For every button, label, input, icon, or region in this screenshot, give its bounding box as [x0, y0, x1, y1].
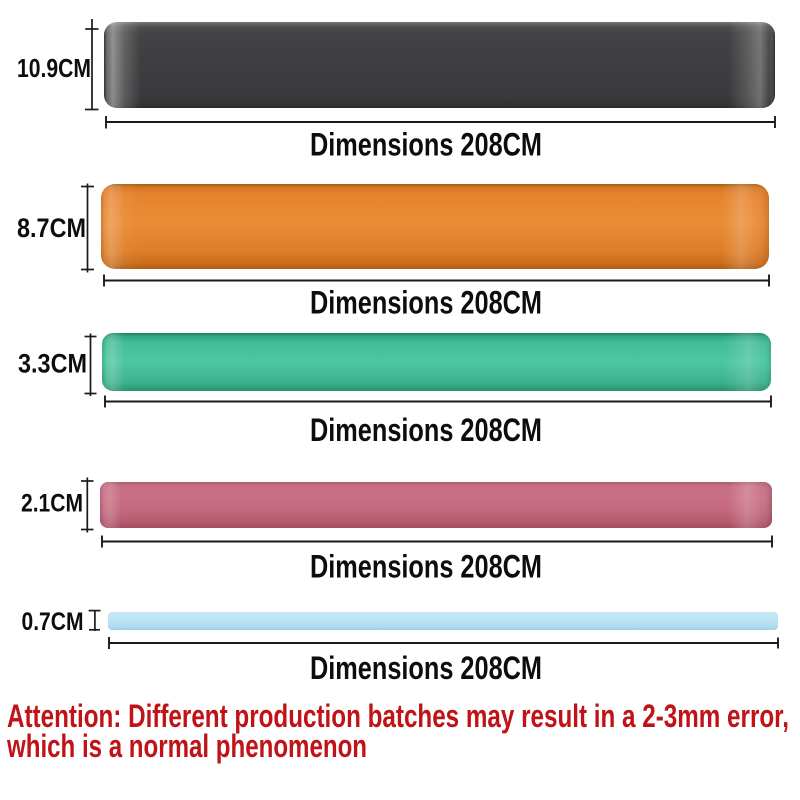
svg-text:3.3CM: 3.3CM	[18, 349, 87, 379]
svg-text:10.9CM: 10.9CM	[17, 53, 91, 83]
svg-text:Dimensions 208CM: Dimensions 208CM	[310, 285, 542, 321]
svg-text:8.7CM: 8.7CM	[17, 213, 86, 243]
svg-text:which is a normal phenomenon: which is a normal phenomenon	[6, 728, 367, 764]
svg-text:2.1CM: 2.1CM	[21, 490, 83, 518]
svg-text:Dimensions 208CM: Dimensions 208CM	[310, 412, 542, 448]
svg-text:Attention: Different productio: Attention: Different production batches …	[7, 698, 789, 734]
svg-text:Dimensions 208CM: Dimensions 208CM	[310, 549, 542, 585]
svg-text:Dimensions 208CM: Dimensions 208CM	[310, 650, 542, 686]
svg-text:Dimensions 208CM: Dimensions 208CM	[310, 127, 542, 163]
svg-text:0.7CM: 0.7CM	[22, 608, 84, 636]
